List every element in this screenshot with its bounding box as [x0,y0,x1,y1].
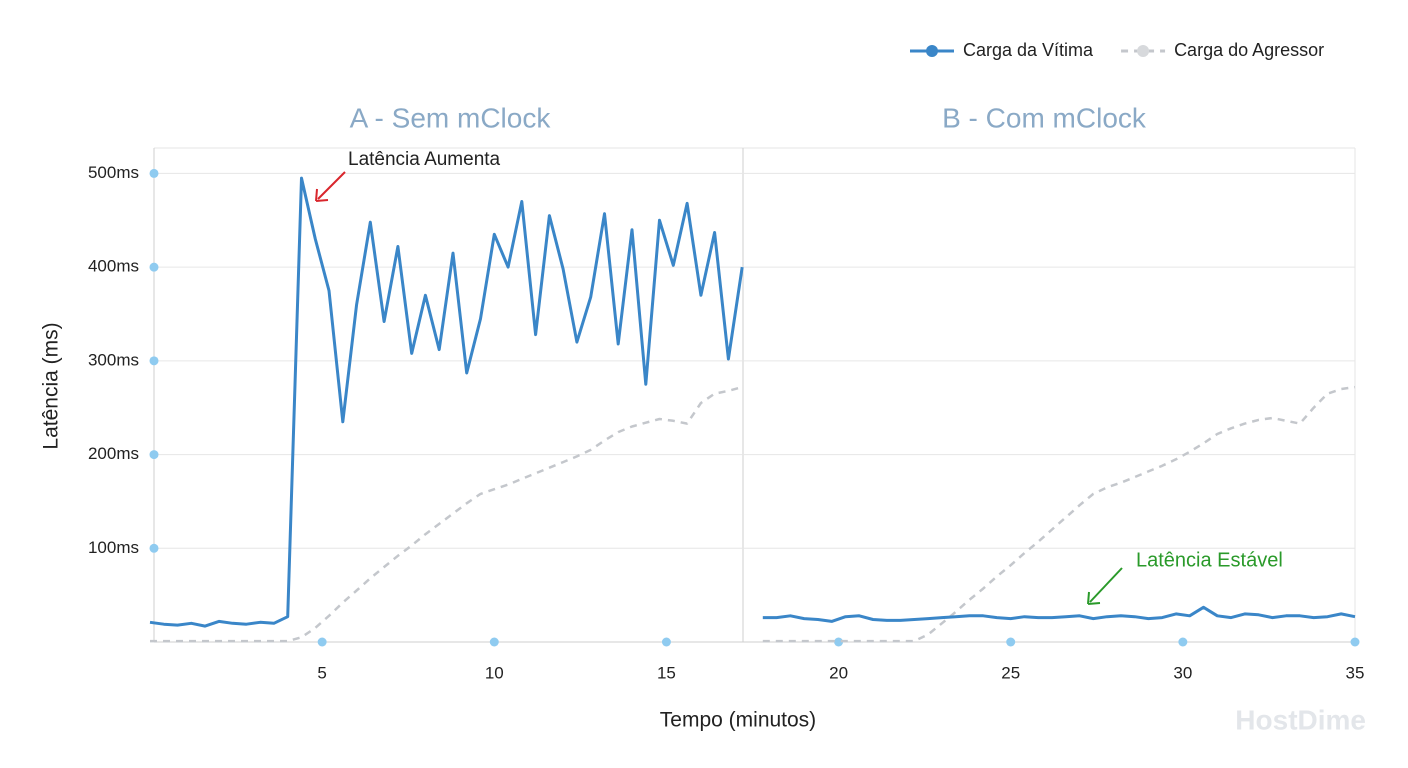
legend-label: Carga do Agressor [1174,40,1324,60]
x-tick-dot [1178,637,1188,647]
y-tick-label: 200ms [88,444,139,463]
annotation-arrow [317,171,346,200]
x-tick-dot [1350,637,1360,647]
series-line [150,385,1356,643]
y-tick-dot [149,356,159,366]
legend-marker [926,45,938,57]
x-tick-dot [317,637,327,647]
x-tick-label: 5 [317,663,326,682]
x-tick-label: 25 [1001,663,1020,682]
y-tick-label: 400ms [88,257,139,276]
x-tick-dot [489,637,499,647]
annotation-arrowhead [315,188,329,202]
x-tick-dot [661,637,671,647]
x-tick-label: 20 [829,663,848,682]
annotation-arrow [1089,567,1123,603]
watermark: HostDime [1235,704,1366,735]
series-line [149,176,1356,628]
x-tick-label: 10 [485,663,504,682]
annotation-text: Latência Aumenta [348,149,501,170]
y-tick-dot [149,450,159,460]
y-tick-label: 100ms [88,538,139,557]
panel-title: A - Sem mClock [350,102,552,133]
annotation-arrowhead [1087,591,1101,605]
legend-marker [1137,45,1150,57]
y-tick-label: 300ms [88,350,139,369]
y-tick-dot [149,543,159,553]
y-tick-label: 500ms [88,163,139,182]
x-tick-label: 30 [1173,663,1192,682]
x-axis-label: Tempo (minutos) [660,709,816,732]
panel-title: B - Com mClock [942,102,1147,133]
y-tick-dot [149,262,159,272]
x-tick-label: 35 [1346,663,1365,682]
annotation-text: Latência Estável [1136,549,1283,571]
legend-label: Carga da Vítima [963,40,1094,60]
y-axis-label: Latência (ms) [40,322,63,449]
x-tick-dot [834,637,844,647]
x-tick-label: 15 [657,663,676,682]
y-tick-dot [149,168,159,178]
x-tick-dot [1006,637,1016,647]
